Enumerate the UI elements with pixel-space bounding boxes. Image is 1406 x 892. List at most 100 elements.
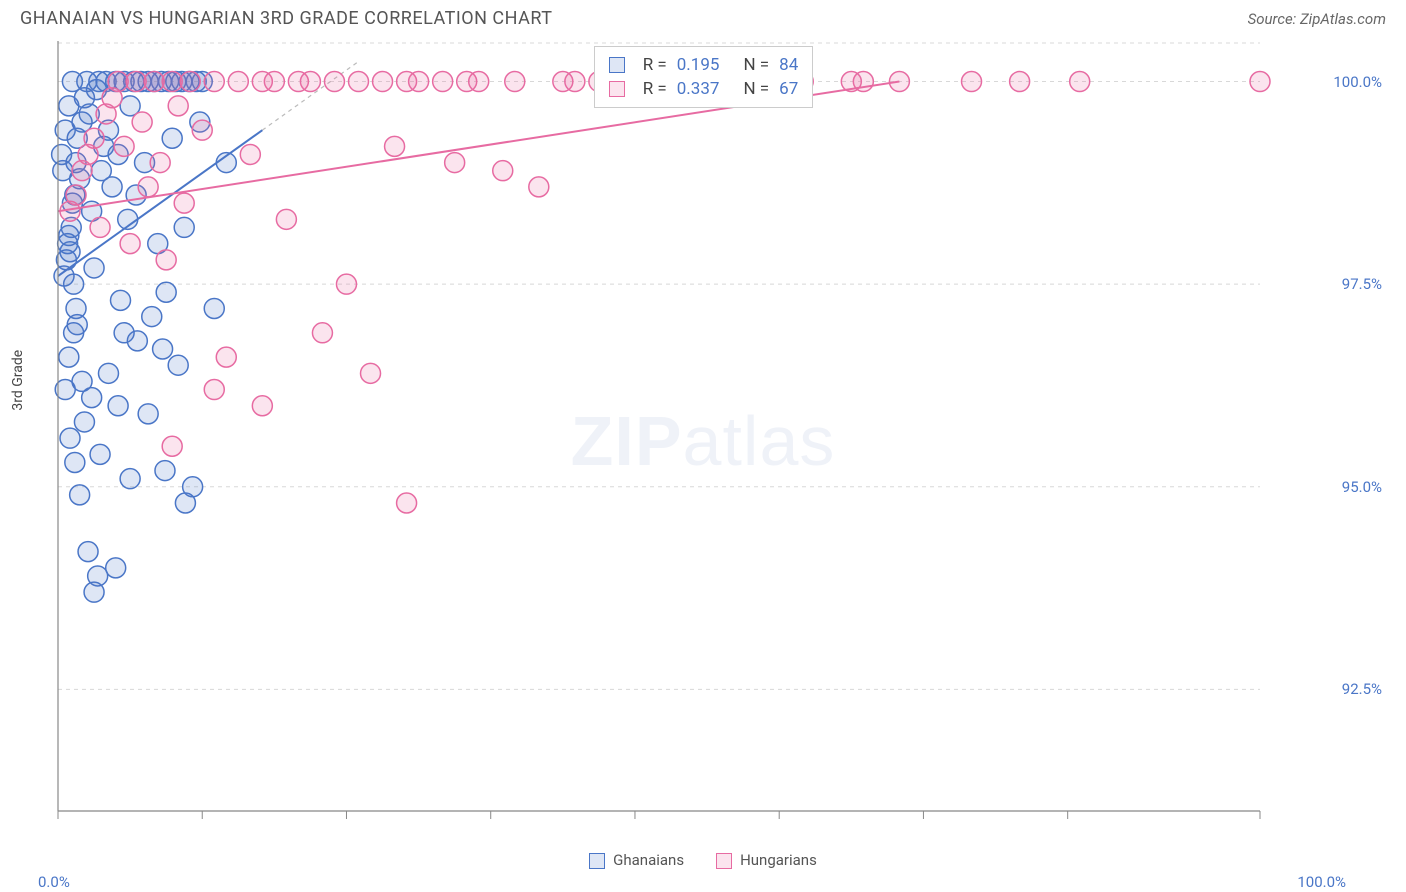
chart-title: GHANAIAN VS HUNGARIAN 3RD GRADE CORRELAT… — [20, 8, 553, 29]
data-point — [300, 72, 320, 92]
data-point — [445, 153, 465, 173]
stat-n-label: N = — [743, 55, 769, 75]
data-point — [78, 542, 98, 562]
header: GHANAIAN VS HUNGARIAN 3RD GRADE CORRELAT… — [0, 0, 1406, 37]
legend-label: Hungarians — [740, 851, 817, 869]
data-point — [84, 128, 104, 148]
data-point — [150, 153, 170, 173]
data-point — [64, 274, 84, 294]
data-point — [180, 72, 200, 92]
x-axis-end-label: 100.0% — [1297, 873, 1346, 891]
data-point — [505, 72, 525, 92]
legend-swatch-icon — [589, 853, 605, 869]
legend-item: Hungarians — [716, 851, 817, 869]
data-point — [1010, 72, 1030, 92]
legend-swatch-icon — [609, 57, 625, 73]
data-point — [469, 72, 489, 92]
legend-label: Ghanaians — [613, 851, 684, 869]
data-point — [114, 136, 134, 156]
data-point — [65, 452, 85, 472]
data-point — [108, 72, 128, 92]
data-point — [60, 428, 80, 448]
stat-r-label: R = — [643, 55, 667, 75]
data-point — [142, 307, 162, 327]
stat-r-label: R = — [643, 79, 667, 99]
stat-r-value: 0.195 — [677, 55, 720, 75]
data-point — [60, 242, 80, 262]
stat-n-value: 67 — [779, 79, 798, 99]
stat-n-label: N = — [743, 79, 769, 99]
y-tick-label: 92.5% — [1342, 680, 1382, 698]
data-point — [156, 282, 176, 302]
data-point — [240, 144, 260, 164]
stat-row: R = 0.337N = 67 — [609, 77, 799, 101]
data-point — [162, 128, 182, 148]
data-point — [216, 347, 236, 367]
stat-n-value: 84 — [779, 55, 798, 75]
data-point — [111, 290, 131, 310]
data-point — [1070, 72, 1090, 92]
data-point — [192, 120, 212, 140]
data-point — [98, 363, 118, 383]
data-point — [433, 72, 453, 92]
data-point — [349, 72, 369, 92]
data-point — [962, 72, 982, 92]
y-tick-label: 100.0% — [1333, 73, 1382, 91]
data-point — [84, 258, 104, 278]
data-point — [138, 404, 158, 424]
source-attribution: Source: ZipAtlas.com — [1248, 10, 1386, 28]
data-point — [168, 96, 188, 116]
data-point — [565, 72, 585, 92]
data-point — [155, 461, 175, 481]
data-point — [168, 355, 188, 375]
data-point — [529, 177, 549, 197]
legend-swatch-icon — [716, 853, 732, 869]
legend-swatch-icon — [609, 81, 625, 97]
data-point — [204, 380, 224, 400]
data-point — [153, 339, 173, 359]
data-point — [70, 485, 90, 505]
data-point — [59, 347, 79, 367]
data-point — [120, 469, 140, 489]
data-point — [66, 185, 86, 205]
data-point — [62, 72, 82, 92]
data-point — [312, 323, 332, 343]
data-point — [106, 558, 126, 578]
data-point — [144, 72, 164, 92]
data-point — [324, 72, 344, 92]
data-point — [373, 72, 393, 92]
data-point — [162, 436, 182, 456]
data-point — [385, 136, 405, 156]
data-point — [156, 250, 176, 270]
data-point — [120, 234, 140, 254]
legend-bottom: Ghanaians Hungarians — [0, 851, 1406, 869]
y-axis-label: 3rd Grade — [10, 350, 26, 411]
data-point — [204, 298, 224, 318]
data-point — [276, 209, 296, 229]
data-point — [132, 112, 152, 132]
x-axis-tick-labels: 0.0% 100.0% — [38, 873, 1346, 891]
data-point — [397, 493, 417, 513]
scatter-plot — [20, 41, 1320, 821]
data-point — [66, 298, 86, 318]
stat-row: R = 0.195 N = 84 — [609, 53, 799, 77]
data-point — [264, 72, 284, 92]
y-tick-label: 95.0% — [1342, 478, 1382, 496]
data-point — [228, 72, 248, 92]
data-point — [126, 72, 146, 92]
data-point — [52, 144, 72, 164]
data-point — [138, 177, 158, 197]
data-point — [336, 274, 356, 294]
data-point — [174, 217, 194, 237]
x-axis-start-label: 0.0% — [38, 873, 70, 891]
y-axis-tick-labels: 92.5% 95.0% 97.5% 100.0% — [1326, 41, 1386, 821]
chart-container: 3rd Grade ZIPatlas 92.5%95.0%97.5%100.0%… — [20, 41, 1386, 841]
data-point — [74, 412, 94, 432]
data-point — [361, 363, 381, 383]
data-point — [102, 177, 122, 197]
data-point — [409, 72, 429, 92]
y-tick-label: 97.5% — [1342, 275, 1382, 293]
data-point — [90, 217, 110, 237]
data-point — [252, 396, 272, 416]
legend-item: Ghanaians — [589, 851, 684, 869]
